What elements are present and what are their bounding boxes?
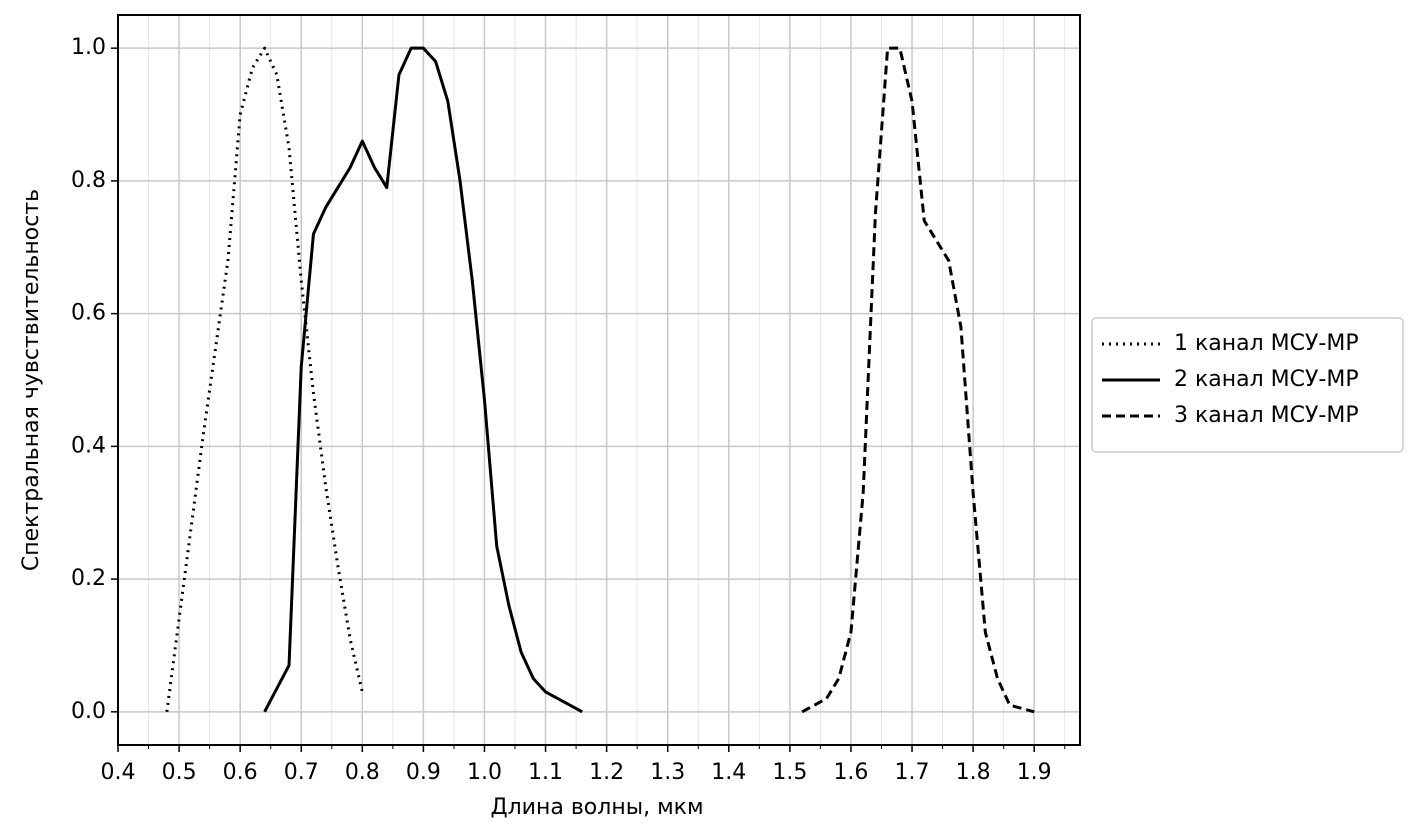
x-tick-label: 0.8 (345, 760, 380, 785)
y-tick-label: 0.4 (71, 433, 106, 458)
y-tick-label: 1.0 (71, 35, 106, 60)
x-tick-label: 1.1 (528, 760, 563, 785)
y-tick-label: 0.2 (71, 566, 106, 591)
x-tick-label: 1.5 (772, 760, 807, 785)
x-tick-label: 0.9 (406, 760, 441, 785)
x-tick-label: 1.6 (833, 760, 868, 785)
x-tick-label: 1.7 (895, 760, 930, 785)
x-axis-label: Длина волны, мкм (490, 795, 703, 820)
x-tick-label: 1.0 (467, 760, 502, 785)
x-tick-label: 1.4 (711, 760, 746, 785)
series-line (165, 46, 364, 713)
series-line (263, 46, 583, 714)
x-tick-label: 1.2 (589, 760, 624, 785)
x-tick-label: 0.7 (284, 760, 319, 785)
x-tick-label: 0.6 (223, 760, 258, 785)
x-tick-label: 1.3 (650, 760, 685, 785)
plot-frame (117, 14, 1081, 746)
x-tick-label: 0.4 (101, 760, 136, 785)
legend-label: 1 канал МСУ-МР (1174, 331, 1359, 356)
x-tick-label: 1.8 (956, 760, 991, 785)
y-axis-label: Спектральная чувствительность (19, 189, 44, 571)
x-tick-label: 1.9 (1017, 760, 1052, 785)
legend-label: 2 канал МСУ-МР (1174, 367, 1359, 392)
y-tick-label: 0.6 (71, 301, 106, 326)
y-tick-label: 0.0 (71, 699, 106, 724)
y-tick-label: 0.8 (71, 168, 106, 193)
x-tick-label: 0.5 (162, 760, 197, 785)
series-line (801, 46, 1035, 714)
legend-label: 3 канал МСУ-МР (1174, 403, 1359, 428)
legend-box (1091, 317, 1404, 453)
